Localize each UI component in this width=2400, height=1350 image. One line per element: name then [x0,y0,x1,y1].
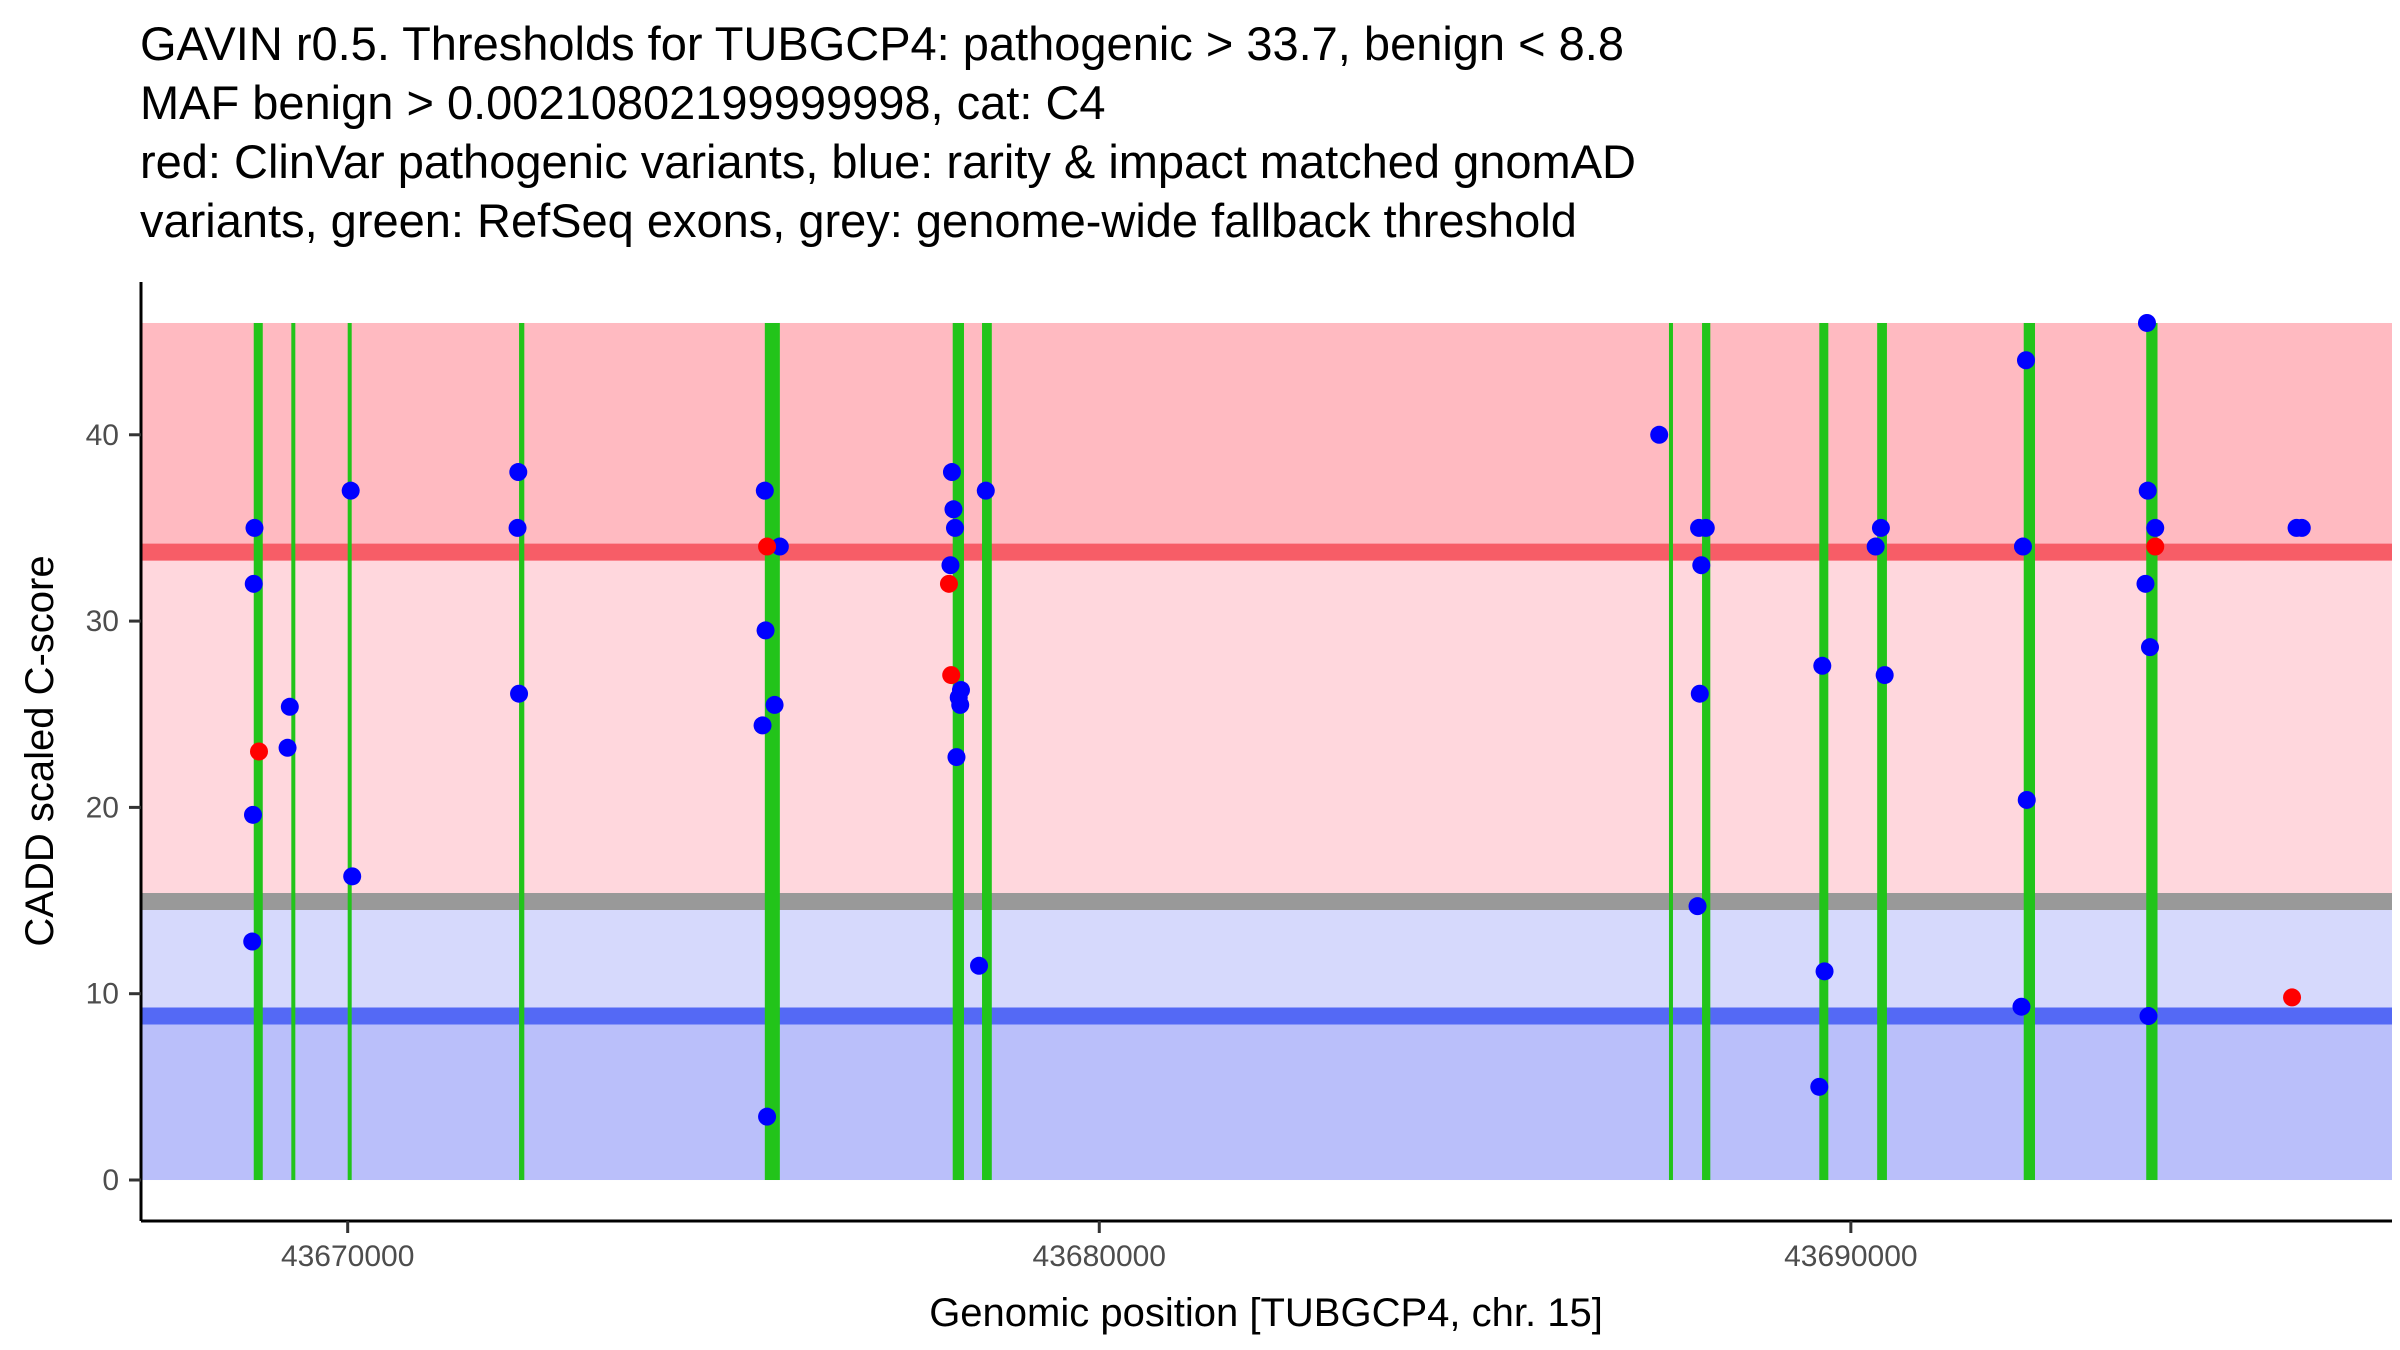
title-line-4: variants, green: RefSeq exons, grey: gen… [140,194,1577,247]
gnomad-point [1815,962,1834,981]
exon-bar [982,322,992,1181]
exon-bar [519,322,525,1181]
gnomad-point [753,716,772,735]
gnomad-point [1813,656,1832,675]
gnomad-point [1866,537,1885,556]
gnomad-point [2012,997,2031,1016]
gnomad-point [758,1107,777,1126]
exon-bar [347,322,352,1181]
gnomad-point [1810,1077,1829,1096]
gnomad-point [755,481,774,500]
clinvar-point [249,742,268,761]
y-tick-label: 20 [86,791,119,824]
gnomad-point [2137,313,2156,332]
gnomad-point [2013,537,2032,556]
gnomad-point [951,695,970,714]
gnomad-point [1875,666,1894,685]
gnomad-point [509,463,528,482]
gnomad-point [510,684,529,703]
x-tick-label: 43690000 [1784,1240,1917,1273]
gnomad-point [2138,481,2157,500]
exon-bar [1877,322,1887,1181]
gnomad-point [278,738,297,757]
data-points [243,313,2311,1126]
exon-bar [1702,322,1711,1181]
gnomad-point [2017,790,2036,809]
gnomad-point [243,805,262,824]
x-axis-title: Genomic position [TUBGCP4, chr. 15] [929,1291,1603,1335]
y-tick-label: 30 [86,605,119,638]
clinvar-point [2283,988,2302,1007]
x-ticks: 43670000 43680000 43690000 [281,1221,1918,1273]
gnomad-point [756,621,775,640]
calibrated-benign-zone [141,908,2392,1017]
clinvar-point [758,537,777,556]
gnomad-point [243,932,262,951]
exon-bar [2146,322,2158,1181]
gnomad-point [765,695,784,714]
gnomad-point [945,518,964,537]
y-axis-title: CADD scaled C-score [18,555,62,946]
gnomad-point [2136,574,2155,593]
title-line-1: GAVIN r0.5. Thresholds for TUBGCP4: path… [140,17,1624,70]
gnomad-point [2016,351,2035,370]
gnomad-point [947,748,966,767]
title-line-2: MAF benign > 0.00210802199999998, cat: C… [140,76,1106,129]
gnomad-point [2146,518,2165,537]
gnomad-point [944,500,963,519]
pathogenic-zone [141,322,2392,553]
gnomad-point [2140,638,2159,657]
gnomad-point [1871,518,1890,537]
calibrated-pathogenic-zone [141,552,2392,895]
exon-bar [1819,322,1829,1181]
gnomad-point [508,518,527,537]
gnomad-point [2139,1007,2158,1026]
gnomad-point [970,956,989,975]
title-line-3: red: ClinVar pathogenic variants, blue: … [140,135,1636,188]
gnomad-point [343,867,362,886]
exon-bar [2023,322,2035,1181]
clinvar-point [2146,537,2165,556]
benign-zone [141,1016,2392,1181]
chart-title: GAVIN r0.5. Thresholds for TUBGCP4: path… [140,17,1636,247]
gnomad-point [942,463,961,482]
gnomad-point [2292,518,2311,537]
gnomad-point [770,537,789,556]
gnomad-point [1688,897,1707,916]
y-tick-label: 10 [86,978,119,1011]
exon-bar [764,322,780,1181]
threshold-zones [141,322,2392,1181]
gnomad-point [1650,425,1669,444]
x-tick-label: 43670000 [281,1240,414,1273]
x-tick-label: 43680000 [1033,1240,1166,1273]
gnomad-point [1692,556,1711,575]
axes [139,282,2392,1223]
gnomad-point [280,697,299,716]
exon-bar [1668,322,1673,1181]
gnomad-point [1696,518,1715,537]
gnomad-point [341,481,360,500]
gnomad-point [941,556,960,575]
gnomad-point [244,574,263,593]
clinvar-point [939,574,958,593]
gnomad-point [1690,684,1709,703]
y-ticks: 0 10 20 30 40 [86,419,141,1197]
clinvar-point [942,666,961,685]
gnomad-point [245,518,264,537]
gnomad-point [976,481,995,500]
y-tick-label: 0 [102,1164,119,1197]
y-tick-label: 40 [86,419,119,452]
